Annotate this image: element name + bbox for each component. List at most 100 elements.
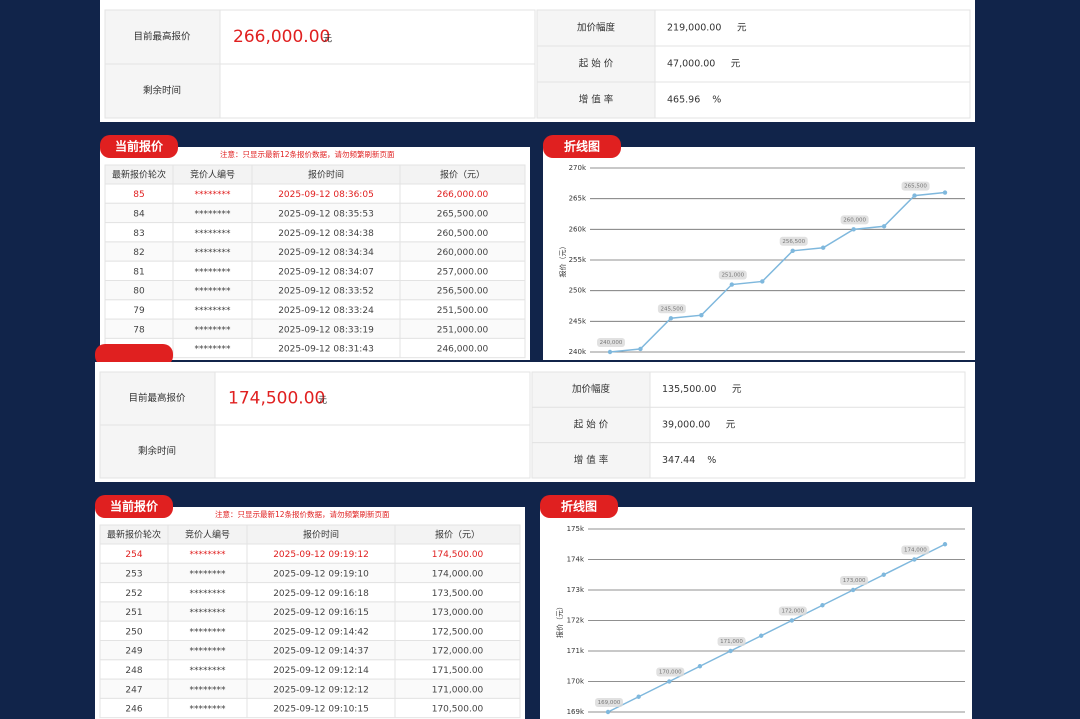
table-cell: ******** [195, 267, 232, 277]
unit: 元 [732, 384, 742, 395]
tab-label: 当前报价 [115, 139, 164, 154]
info-label-cell [536, 45, 656, 83]
point [881, 224, 887, 229]
table-cell: ******** [195, 248, 232, 258]
y-tick-label: 255k [569, 256, 587, 264]
info-value-cell [654, 9, 971, 47]
chart-card [543, 147, 975, 360]
y-axis-label: 报价（元） [558, 243, 567, 278]
notice: 注意：只显示最新12条报价数据，请勿频繁刷新页面 [215, 509, 390, 519]
value-label-bg [840, 576, 869, 585]
table-row [99, 697, 521, 719]
table-cell: 2025-09-12 09:16:15 [273, 608, 369, 618]
table-cell: 172,000.00 [432, 647, 484, 657]
info-value: 465.96 [667, 95, 700, 106]
y-tick-label: 245k [569, 317, 587, 325]
y-tick-label: 174k [567, 556, 585, 564]
info-value: 39,000.00 [662, 420, 710, 431]
table-cell: ******** [190, 647, 227, 657]
table-cell: 251,500.00 [437, 306, 489, 316]
table-cell: 79 [133, 306, 145, 316]
tab [540, 495, 618, 518]
table-cell: 174,500.00 [432, 550, 484, 560]
notice: 注意：只显示最新12条报价数据，请勿频繁刷新页面 [220, 149, 395, 159]
table-cell: 2025-09-12 08:33:52 [278, 287, 374, 297]
unit: 元 [323, 35, 332, 45]
table-cell: 266,000.00 [437, 190, 489, 200]
table-cell: 85 [133, 190, 144, 200]
tab-label: 当前报价 [110, 499, 159, 514]
point [912, 557, 917, 562]
value-label-bg [717, 637, 746, 646]
info-label-cell [531, 371, 651, 408]
value-label: 265,500 [904, 184, 927, 190]
table-cell: 171,000.00 [432, 685, 484, 695]
y-tick-label: 169k [567, 708, 585, 716]
info-value: 135,500.00 [662, 384, 716, 395]
value-label: 251,000 [721, 273, 744, 279]
table-cell: 2025-09-12 09:12:12 [273, 685, 369, 695]
point [881, 572, 886, 577]
info-label: 加价幅度 [572, 383, 611, 395]
value-label: 240,000 [600, 340, 623, 346]
point [605, 709, 611, 715]
value-label: 170,000 [659, 670, 682, 676]
table-cell: ******** [190, 550, 227, 560]
highest-price: 174,500.00 [228, 389, 325, 409]
table-header: 报价时间 [303, 529, 339, 541]
table-cell: 2025-09-12 08:36:05 [278, 190, 374, 200]
info-value-cell [214, 371, 531, 426]
info-label: 起 始 价 [579, 58, 614, 70]
y-tick-label: 270k [569, 164, 587, 172]
table-cell: 260,500.00 [437, 229, 489, 239]
info-label: 加价幅度 [577, 22, 616, 34]
info-label: 目前最高报价 [133, 31, 191, 43]
table-header: 最新报价轮次 [107, 529, 161, 541]
table-cell: 251 [125, 608, 142, 618]
point [697, 664, 703, 669]
y-tick-label: 173k [567, 586, 585, 594]
table-cell: 2025-09-12 08:31:43 [278, 345, 374, 355]
value-label: 245,500 [661, 306, 684, 312]
unit: 元 [318, 396, 327, 406]
table-header: 报价（元） [440, 169, 485, 181]
y-tick-label: 250k [569, 287, 587, 295]
table-cell: 260,000.00 [437, 248, 489, 258]
tab [95, 344, 173, 366]
table-cell: 246,000.00 [437, 345, 489, 355]
unit: 元 [726, 420, 736, 431]
value-label: 260,000 [843, 217, 866, 223]
unit: 元 [737, 23, 747, 34]
table-cell: ******** [190, 666, 227, 676]
point [729, 282, 735, 287]
table-cell: 2025-09-12 09:12:14 [273, 666, 369, 676]
table-cell: 247 [125, 685, 142, 695]
table-cell: 2025-09-12 08:33:19 [278, 325, 374, 335]
table-cell: 265,500.00 [437, 209, 489, 219]
table-cell: ******** [195, 190, 232, 200]
table-cell: 2025-09-12 09:14:42 [273, 627, 369, 637]
value-label-bg [595, 698, 623, 707]
info-value-cell [649, 442, 966, 479]
point [789, 618, 795, 623]
info-label: 起 始 价 [574, 419, 609, 431]
tab-label: 折线图 [564, 139, 600, 154]
info-value-cell [219, 9, 536, 65]
point [699, 313, 704, 318]
point [850, 587, 856, 593]
point [636, 694, 641, 699]
table-cell: ******** [195, 229, 232, 239]
point [942, 190, 948, 195]
chart-card [540, 507, 972, 719]
table-cell: 257,000.00 [437, 267, 489, 277]
line [609, 191, 946, 353]
table-cell: 250 [125, 627, 142, 637]
value-label: 169,000 [598, 700, 621, 706]
tab-label: 折线图 [561, 499, 597, 514]
info-label-cell [531, 406, 651, 444]
info-label-cell [99, 371, 216, 426]
info-value-cell [214, 424, 531, 479]
tab [95, 495, 173, 518]
value-label: 256,500 [782, 239, 805, 245]
